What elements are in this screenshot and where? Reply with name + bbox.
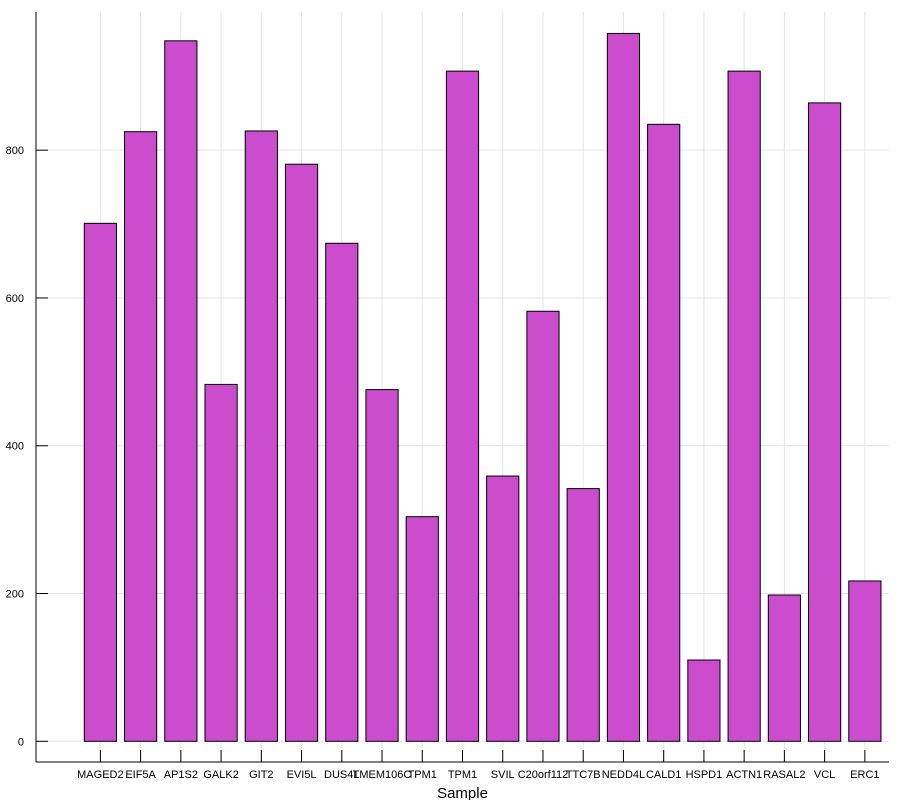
bar: [405, 516, 439, 742]
bars: [83, 32, 882, 742]
x-tick-label: CALD1: [646, 769, 681, 781]
x-tick-label: C20orf112: [518, 769, 569, 781]
x-tick-label: TMEM106C: [353, 769, 412, 781]
x-tick-label: ACTN1: [726, 769, 762, 781]
bar: [164, 40, 198, 742]
bar: [566, 488, 600, 742]
bar: [244, 130, 278, 742]
bar: [445, 70, 480, 742]
bar: [848, 580, 882, 742]
x-tick-label: TTC7B: [566, 769, 601, 781]
bar: [365, 389, 399, 742]
x-tick-label: TPM1: [408, 769, 437, 781]
bar: [486, 475, 520, 742]
bar: [124, 131, 158, 742]
x-axis-ticks: MAGED2 EIF5A AP1S2 GALK2 GIT2 EVI5L DUS4LTMEM1…: [77, 750, 880, 781]
bar: [808, 102, 842, 742]
bar: [204, 383, 238, 742]
x-tick-label: MAGED2: [77, 769, 123, 781]
x-tick-label: ERC1: [850, 769, 879, 781]
bar: [526, 310, 560, 742]
y-tick-label: 400: [6, 441, 24, 453]
bar: [687, 659, 721, 742]
bar: [767, 594, 801, 742]
x-tick-label: HSPD1: [686, 769, 723, 781]
bar: [325, 242, 359, 742]
x-tick-label: RASAL2: [763, 769, 805, 781]
y-tick-label: 200: [6, 589, 24, 601]
bar: [606, 32, 641, 742]
x-tick-label: DUS4L: [324, 769, 359, 781]
bar: [284, 163, 319, 742]
x-tick-label: TPM1: [448, 769, 477, 781]
x-tick-label: EVI5L: [287, 769, 317, 781]
y-tick-label: 800: [6, 145, 24, 157]
bar: [727, 70, 761, 742]
x-tick-label: EIF5A: [125, 769, 156, 781]
x-tick-label: VCL: [814, 769, 835, 781]
y-tick-label: 600: [6, 293, 24, 305]
x-axis-title: Sample: [437, 785, 488, 800]
x-tick-label: SVIL: [491, 769, 515, 781]
x-tick-label: AP1S2: [164, 769, 198, 781]
x-tick-label: GIT2: [249, 769, 273, 781]
x-tick-label: NEDD4L: [602, 769, 645, 781]
bar: [83, 222, 117, 742]
y-axis-ticks: 0 200 400 600 800: [6, 145, 48, 748]
x-tick-label: GALK2: [203, 769, 238, 781]
y-tick-label: 0: [18, 736, 24, 748]
bar: [647, 123, 681, 742]
